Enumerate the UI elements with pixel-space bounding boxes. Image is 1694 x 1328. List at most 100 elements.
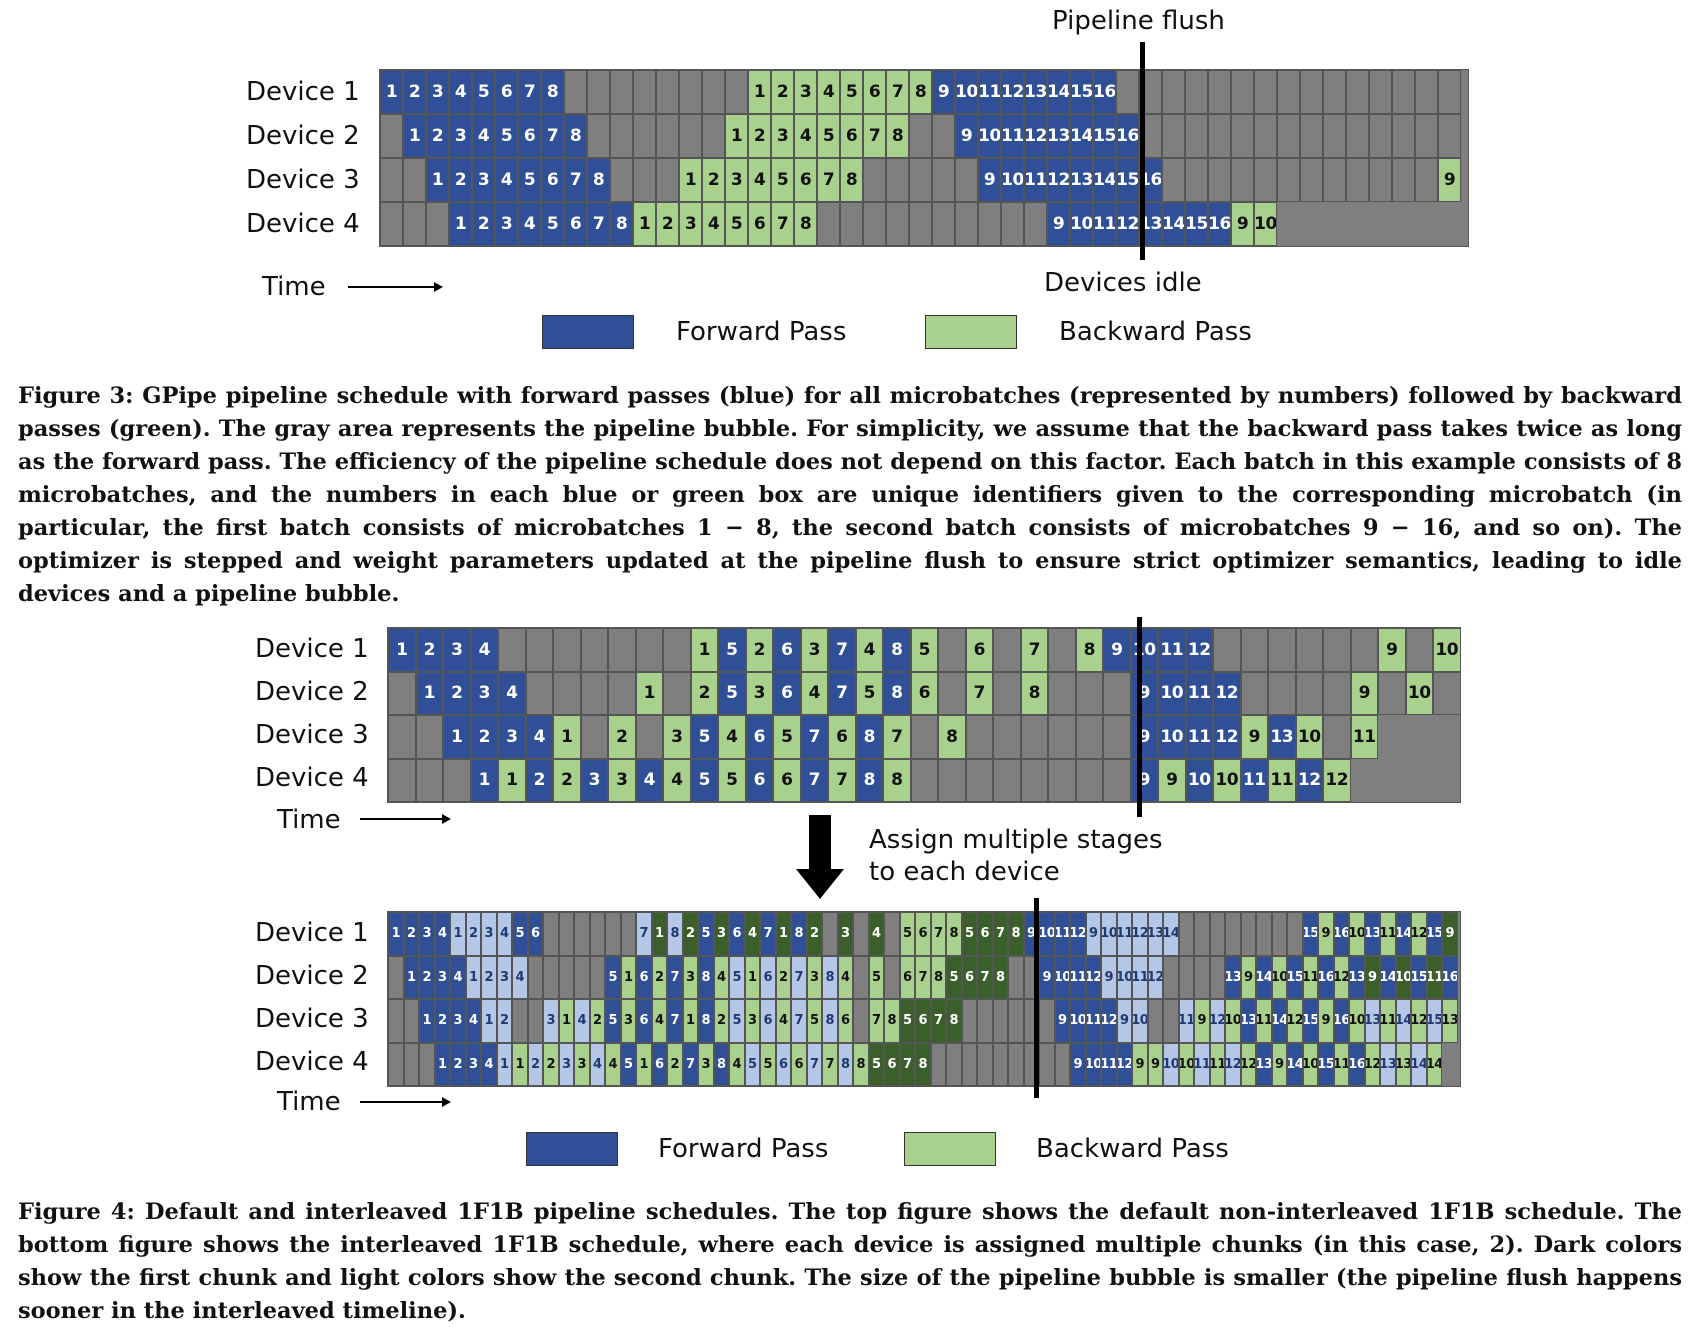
fig4-bottom-cell-r3-c38 [961,999,977,1043]
fig4-top-cell-r1-c6 [525,628,553,672]
fig4-bottom-cell-r1-c37: 8 [946,912,962,956]
fig4-top-cell-r3-c6: 4 [525,715,553,759]
fig3-cell-r4-c20 [817,202,840,246]
figure3-caption: Figure 3: GPipe pipeline schedule with f… [18,383,1682,607]
fig4-bottom-cell-r4-c18: 6 [651,1042,667,1086]
fig3-cell-r3-c28: 10 [1001,158,1024,202]
fig3-cell-r1-c26: 10 [955,70,978,114]
fig3-cell-r1-c27: 11 [978,70,1001,114]
fig3-cell-r4-c33: 12 [1116,202,1139,246]
fig4-bottom-cell-r2-c2: 1 [403,955,419,999]
fig3-cell-r3-c10: 8 [587,158,610,202]
fig4-top-cell-r4-c1 [388,758,416,802]
fig4-top-cell-r3-c2 [415,715,443,759]
fig4-bottom-cell-r3-c58: 14 [1271,999,1287,1043]
fig4-top-cell-r1-c4: 4 [470,628,498,672]
fig4-top-cell-r2-c28: 9 [1130,671,1158,715]
fig3-cell-r2-c23: 8 [886,114,909,158]
fig4-bottom-cell-r2-c47: 9 [1101,955,1117,999]
fig4-bottom-schedule-grid: 1 2 3 4 1 2 3 4 5 6 7 1 8 2 5 3 6 4 7 1 8 2 3 4 5 6 7 8 5 6 7 8 9 10 11 12 9… [387,911,1461,1087]
fig4-bottom-cell-r3-c25: 6 [760,999,776,1043]
fig3-cell-r4-c12: 1 [633,202,656,246]
fig3-cell-r2-c24 [909,114,932,158]
fig3-cell-r3-c32: 14 [1093,158,1116,202]
fig4-bottom-cell-r2-c22: 4 [713,955,729,999]
fig4-bottom-cell-r1-c28: 2 [806,912,822,956]
fig4-bottom-cell-r3-c10 [527,999,543,1043]
fig3-cell-r2-c9: 8 [564,114,587,158]
fig4-top-cell-r2-c20: 6 [910,671,938,715]
fig4-bottom-cell-r1-c13 [574,912,590,956]
fig4-bottom-cell-r1-c60: 15 [1302,912,1318,956]
fig3-cell-r3-c40 [1277,158,1300,202]
fig3-cell-r3-c21: 8 [840,158,863,202]
fig4-bottom-cell-r4-c17: 1 [636,1042,652,1086]
fig4-bottom-cell-r2-c51 [1163,955,1179,999]
fig3-cell-r2-c38 [1231,114,1254,158]
fig4-top-cell-r2-c6 [525,671,553,715]
fig4-bottom-cell-r3-c29: 8 [822,999,838,1043]
fig4-bottom-cell-r3-c12: 1 [558,999,574,1043]
fig4-top-cell-r2-c29: 10 [1158,671,1186,715]
fig4-bottom-cell-r2-c18: 2 [651,955,667,999]
fig4-top-cell-r4-c13: 5 [718,758,746,802]
fig4-bottom-cell-r1-c18: 1 [651,912,667,956]
fig4-top-cell-r3-c22 [965,715,993,759]
fig4-top-cell-r3-c5: 3 [498,715,526,759]
fig3-cell-r1-c15 [702,70,725,114]
fig4-bottom-cell-r1-c34: 5 [899,912,915,956]
fig4-top-cell-r3-c15: 5 [773,715,801,759]
fig4-bottom-cell-r1-c47: 10 [1101,912,1117,956]
fig4-bottom-cell-r1-c25: 7 [760,912,776,956]
fig4-bottom-cell-r2-c6: 1 [465,955,481,999]
fig4-bottom-cell-r2-c49: 11 [1132,955,1148,999]
fig4-bottom-cell-r1-c43: 10 [1039,912,1055,956]
fig4-top-cell-r1-c5 [498,628,526,672]
fig3-cell-r1-c12 [633,70,656,114]
fig4-top-cell-r1-c36 [1350,628,1378,672]
fig4-bottom-cell-r1-c5: 1 [450,912,466,956]
fig4-top-cell-r1-c22: 6 [965,628,993,672]
fig4-bottom-cell-r1-c44: 11 [1054,912,1070,956]
fig4-bottom-cell-r4-c48: 12 [1116,1042,1132,1086]
fig4-top-cell-r3-c35 [1323,715,1351,759]
fig4-bottom-cell-r4-c65: 13 [1380,1042,1396,1086]
fig3-time-label: Time [262,272,326,302]
fig4-top-cell-r3-c23 [993,715,1021,759]
fig4-top-cell-r1-c32 [1240,628,1268,672]
fig3-cell-r2-c20: 5 [817,114,840,158]
fig3-cell-r2-c21: 6 [840,114,863,158]
fig4-top-cell-r1-c8 [580,628,608,672]
fig3-cell-r1-c5: 5 [472,70,495,114]
fig4-bottom-cell-r1-c9: 5 [512,912,528,956]
fig4-bottom-cell-r2-c28: 3 [806,955,822,999]
fig4-top-cell-r2-c34 [1295,671,1323,715]
down-arrow-icon [796,815,844,899]
fig3-legend-backward-label: Backward Pass [1059,317,1252,347]
fig4-bottom-cell-r3-c8: 2 [496,999,512,1043]
fig4-bottom-cell-r4-c3 [419,1042,435,1086]
fig4-bottom-cell-r2-c14 [589,955,605,999]
fig4-top-cell-r3-c26 [1075,715,1103,759]
fig4-bottom-cell-r2-c11 [543,955,559,999]
fig3-cell-r4-c22 [863,202,886,246]
fig4-bottom-cell-r1-c61: 9 [1318,912,1334,956]
fig4-top-cell-r3-c8 [580,715,608,759]
fig3-time-arrow-head [434,282,443,292]
fig4-top-cell-r2-c22: 7 [965,671,993,715]
fig4-bottom-cell-r2-c1 [388,955,404,999]
fig3-cell-r3-c41 [1300,158,1323,202]
fig3-cell-r1-c23: 7 [886,70,909,114]
fig4-bottom-cell-r1-c38: 5 [961,912,977,956]
fig4-bottom-cell-r4-c39 [977,1042,993,1086]
fig4-bottom-cell-r2-c36: 8 [930,955,946,999]
fig3-cell-r2-c26: 9 [955,114,978,158]
fig3-cell-r1-c13 [656,70,679,114]
fig4-bottom-cell-r4-c36 [930,1042,946,1086]
fig3-cell-r3-c16: 3 [725,158,748,202]
fig4-bottom-cell-r1-c50: 13 [1147,912,1163,956]
fig4-bottom-cell-r2-c39: 7 [977,955,993,999]
fig4-top-cell-r3-c34: 10 [1295,715,1323,759]
fig4-top-cell-r3-c13: 4 [718,715,746,759]
fig4-top-cell-r3-c33: 13 [1268,715,1296,759]
